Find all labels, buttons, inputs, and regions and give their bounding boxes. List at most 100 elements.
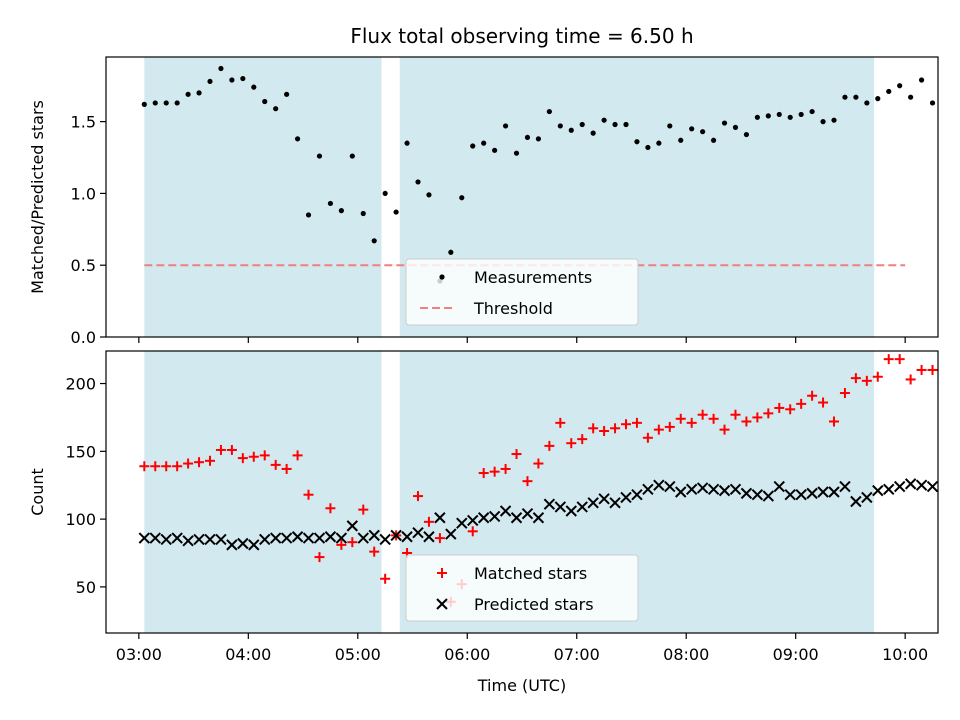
y-axis-label: Count	[28, 468, 47, 516]
data-point	[401, 531, 413, 543]
data-point	[886, 88, 892, 95]
data-point	[696, 482, 709, 494]
data-point	[314, 552, 325, 563]
data-point	[207, 78, 213, 85]
data-point	[291, 531, 304, 543]
data-point	[543, 498, 556, 510]
legend-label: Measurements	[474, 268, 592, 287]
data-point	[653, 424, 664, 435]
data-point	[707, 483, 720, 495]
data-point	[612, 121, 618, 128]
data-point	[273, 106, 279, 112]
data-point	[371, 238, 377, 244]
legend: Measurements Threshold	[405, 258, 639, 326]
legend-label: Predicted stars	[474, 595, 594, 614]
y-axis-label: Matched/Predicted stars	[28, 100, 47, 294]
data-point	[303, 489, 314, 500]
data-point	[262, 98, 268, 105]
data-point	[357, 532, 369, 544]
data-point	[926, 480, 939, 493]
data-point	[499, 505, 512, 517]
data-point	[182, 535, 194, 547]
plot-frame	[105, 350, 939, 634]
data-point	[784, 489, 796, 501]
data-point	[787, 114, 793, 120]
data-point	[667, 123, 673, 129]
data-point	[623, 121, 629, 128]
data-point	[861, 375, 872, 386]
data-point	[292, 450, 303, 461]
data-point	[196, 90, 202, 96]
data-point	[205, 455, 215, 466]
y-tick-label: 0.0	[71, 328, 96, 347]
data-point	[664, 421, 675, 432]
data-point	[796, 398, 807, 409]
data-point	[215, 533, 227, 546]
data-point	[708, 413, 719, 424]
data-point	[302, 532, 315, 544]
data-point	[568, 127, 574, 133]
x-tick-label: 08:00	[663, 645, 709, 664]
data-point	[763, 408, 774, 419]
y-tick-label: 1.0	[71, 184, 96, 203]
data-point	[226, 539, 238, 551]
data-point	[152, 100, 158, 106]
data-point	[599, 425, 610, 436]
data-point	[513, 150, 520, 156]
top-panel: 0.0 0.5 1.0 1.5 Matched/Predicted stars Measu…	[28, 56, 939, 347]
data-point	[875, 96, 881, 102]
series-measurements	[141, 65, 936, 284]
data-point	[689, 126, 695, 132]
data-point	[324, 531, 337, 543]
x-axis-label: Time (UTC)	[477, 676, 566, 695]
data-point	[601, 117, 607, 123]
data-point	[861, 491, 873, 504]
data-point	[161, 461, 172, 472]
data-point	[336, 539, 347, 550]
legend-marker	[439, 274, 445, 280]
data-point	[842, 94, 848, 100]
data-point	[829, 416, 839, 427]
data-point	[831, 117, 837, 123]
data-point	[404, 140, 410, 146]
data-point	[850, 373, 861, 384]
data-point	[718, 484, 731, 497]
data-point	[379, 533, 391, 546]
data-point	[269, 532, 282, 544]
data-point	[423, 531, 435, 543]
data-point	[338, 208, 344, 214]
x-tick-label: 04:00	[225, 645, 271, 664]
data-point	[675, 486, 687, 498]
data-point	[686, 417, 697, 428]
data-point	[284, 91, 290, 97]
data-point	[226, 444, 237, 455]
data-point	[927, 364, 938, 375]
data-point	[316, 153, 323, 159]
data-point	[839, 480, 851, 493]
data-point	[481, 140, 487, 146]
data-point	[477, 512, 490, 524]
data-point	[656, 140, 662, 146]
data-point	[434, 533, 445, 544]
data-point	[488, 510, 501, 523]
data-point	[149, 532, 161, 544]
legend-marker	[437, 568, 447, 578]
data-point	[555, 417, 566, 428]
data-point	[631, 489, 643, 501]
data-point	[765, 113, 771, 119]
data-point	[259, 533, 271, 546]
data-point	[642, 432, 653, 443]
data-point	[218, 65, 224, 72]
data-point	[754, 114, 760, 120]
data-point	[872, 371, 883, 382]
data-point	[502, 123, 509, 129]
data-point	[806, 487, 818, 500]
data-point	[478, 468, 489, 479]
data-point	[897, 83, 903, 89]
data-point	[850, 495, 862, 508]
bottom-panel: 50 100 150 200 03:00 04:00 05:00 06:00 07:00 08:0…	[28, 350, 939, 695]
data-point	[313, 532, 326, 544]
data-point	[751, 489, 764, 501]
data-point	[809, 108, 815, 115]
